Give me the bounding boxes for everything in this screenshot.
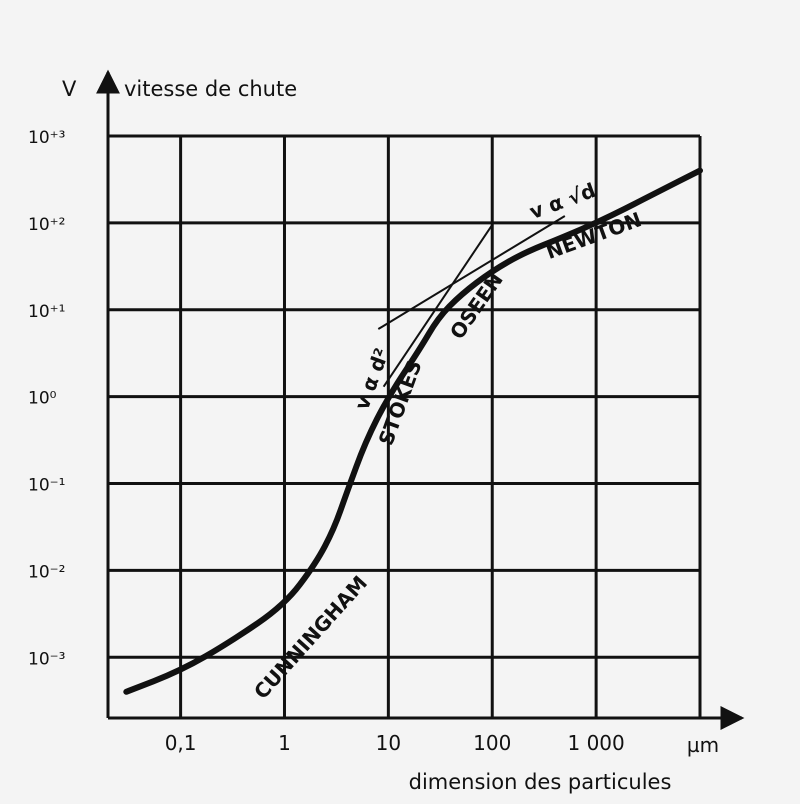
y-tick-label: 10⁻¹ [28, 476, 65, 496]
asymptote-lines [377, 215, 566, 388]
labels: 10⁻³ 10⁻² 10⁻¹ 10⁰ 10⁺¹ 10⁺² 10⁺³ 0,1 1 10 100 1 00… [28, 77, 719, 794]
x-tick-label: 1 [278, 731, 291, 755]
y-tick-label: 10⁺² [28, 215, 65, 235]
stokes-asymptote-line [382, 224, 494, 388]
y-tick-label: 10⁻³ [28, 649, 65, 669]
y-tick-label: 10⁺³ [28, 128, 65, 148]
x-tick-label: 0,1 [165, 731, 197, 755]
series-line [123, 167, 703, 695]
axes [96, 69, 745, 730]
y-tick-label: 10⁰ [28, 389, 57, 409]
annotation-label: CUNNINGHAM [249, 571, 372, 704]
y-axis-symbol: V [62, 77, 77, 101]
y-axis-title: vitesse de chute [124, 77, 297, 101]
newton-asymptote-line [377, 215, 566, 330]
grid [108, 134, 702, 718]
y-tick-label: 10⁺¹ [28, 302, 65, 322]
x-unit-label: µm [687, 733, 719, 757]
annotation-label: NEWTON [543, 207, 645, 264]
y-tick-label: 10⁻² [28, 562, 65, 582]
series-group [123, 167, 703, 695]
x-tick-label: 10 [376, 731, 401, 755]
x-axis-title: dimension des particules [409, 770, 672, 794]
x-tick-label: 1 000 [567, 731, 624, 755]
x-tick-label: 100 [473, 731, 511, 755]
